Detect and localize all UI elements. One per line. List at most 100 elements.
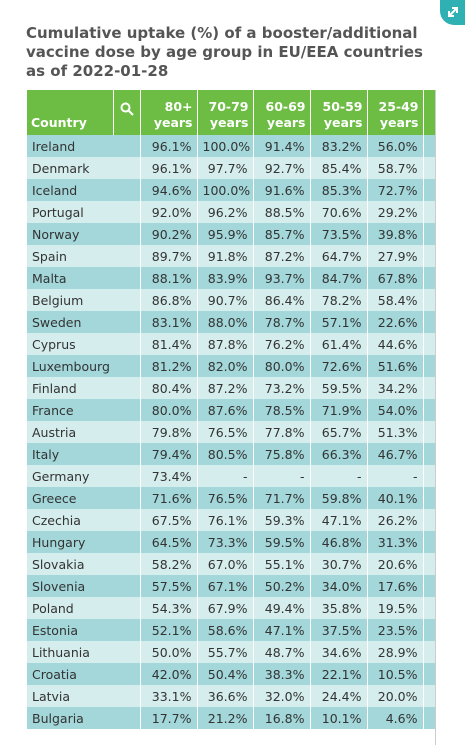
country-cell: Luxembourg [27,355,141,377]
value-cell: 56.0% [367,135,424,157]
country-cell: Slovenia [27,575,141,597]
value-cell: 57.1% [310,311,368,333]
value-cell: 78.5% [253,399,311,421]
table: Country 80+ years 70-79 years 60-69 years 50… [27,90,435,729]
table-row: Hungary 64.5% 73.3% 59.5% 46.8% 31.3% [27,531,435,553]
value-cell: 71.6% [140,487,198,509]
value-cell: 64.5% [140,531,198,553]
table-row: Norway 90.2% 95.9% 85.7% 73.5% 39.8% [27,223,435,245]
cell [423,619,435,641]
value-cell: 78.7% [253,311,311,333]
value-cell: 36.6% [197,685,254,707]
cell [423,201,435,223]
country-cell: Norway [27,223,141,245]
table-row: Czechia 67.5% 76.1% 59.3% 47.1% 26.2% [27,509,435,531]
table-row: Greece 71.6% 76.5% 71.7% 59.8% 40.1% [27,487,435,509]
table-row: Slovenia 57.5% 67.1% 50.2% 34.0% 17.6% [27,575,435,597]
value-cell: 50.4% [197,663,254,685]
value-cell: 76.5% [197,487,254,509]
column-header[interactable]: Country [27,90,114,135]
value-cell: 17.7% [140,707,198,729]
value-cell: 49.4% [253,597,311,619]
column-header[interactable]: 50-59 years [310,90,368,135]
table-row: Finland 80.4% 87.2% 73.2% 59.5% 34.2% [27,377,435,399]
value-cell: 78.2% [310,289,368,311]
value-cell: 88.5% [253,201,311,223]
value-cell: 47.1% [310,509,368,531]
value-cell: 91.6% [253,179,311,201]
value-cell: 94.6% [140,179,198,201]
value-cell: 21.2% [197,707,254,729]
value-cell: 58.6% [197,619,254,641]
country-cell: Bulgaria [27,707,141,729]
value-cell: 76.1% [197,509,254,531]
value-cell: 85.3% [310,179,368,201]
cell [423,399,435,421]
value-cell: 55.1% [253,553,311,575]
value-cell: 26.2% [367,509,424,531]
value-cell: 73.2% [253,377,311,399]
value-cell: 79.4% [140,443,198,465]
country-cell: Sweden [27,311,141,333]
value-cell: - [197,465,254,487]
table-row: Poland 54.3% 67.9% 49.4% 35.8% 19.5% [27,597,435,619]
column-header[interactable]: 25-49 years [367,90,424,135]
value-cell: 96.1% [140,157,198,179]
table-row: Malta 88.1% 83.9% 93.7% 84.7% 67.8% [27,267,435,289]
cell [423,245,435,267]
country-cell: Ireland [27,135,141,157]
country-cell: Lithuania [27,641,141,663]
value-cell: 67.9% [197,597,254,619]
country-cell: Iceland [27,179,141,201]
column-header[interactable]: 80+ years [140,90,198,135]
country-cell: Belgium [27,289,141,311]
value-cell: 91.4% [253,135,311,157]
value-cell: 22.1% [310,663,368,685]
value-cell: 90.2% [140,223,198,245]
country-cell: Estonia [27,619,141,641]
value-cell: 76.5% [197,421,254,443]
table-row: Portugal 92.0% 96.2% 88.5% 70.6% 29.2% [27,201,435,223]
country-cell: Slovakia [27,553,141,575]
value-cell: 20.6% [367,553,424,575]
value-cell: 72.7% [367,179,424,201]
value-cell: 80.5% [197,443,254,465]
value-cell: 61.4% [310,333,368,355]
table-row: France 80.0% 87.6% 78.5% 71.9% 54.0% [27,399,435,421]
column-header[interactable]: 70-79 years [197,90,254,135]
table-row: Italy 79.4% 80.5% 75.8% 66.3% 46.7% [27,443,435,465]
cell [423,377,435,399]
search-icon[interactable] [120,102,134,116]
value-cell: 80.0% [140,399,198,421]
cell [423,135,435,157]
value-cell: 67.8% [367,267,424,289]
cell [423,487,435,509]
country-cell: France [27,399,141,421]
value-cell: 54.0% [367,399,424,421]
value-cell: 88.1% [140,267,198,289]
value-cell: 81.2% [140,355,198,377]
value-cell: 34.2% [367,377,424,399]
country-cell: Greece [27,487,141,509]
value-cell: 52.1% [140,619,198,641]
table-row: Spain 89.7% 91.8% 87.2% 64.7% 27.9% [27,245,435,267]
value-cell: - [310,465,368,487]
expand-button[interactable] [440,0,465,25]
value-cell: 51.6% [367,355,424,377]
value-cell: 39.8% [367,223,424,245]
country-cell: Italy [27,443,141,465]
title: Cumulative uptake (%) of a booster/addit… [26,24,423,80]
value-cell: 83.2% [310,135,368,157]
cell [423,179,435,201]
table-body: Ireland 96.1% 100.0% 91.4% 83.2% 56.0% Denmark… [27,135,435,729]
value-cell: 73.5% [310,223,368,245]
cell [423,421,435,443]
table-row: Luxembourg 81.2% 82.0% 80.0% 72.6% 51.6% [27,355,435,377]
country-cell: Denmark [27,157,141,179]
column-header[interactable]: 60-69 years [253,90,311,135]
value-cell: 30.7% [310,553,368,575]
value-cell: 34.0% [310,575,368,597]
value-cell: 34.6% [310,641,368,663]
table-row: Slovakia 58.2% 67.0% 55.1% 30.7% 20.6% [27,553,435,575]
value-cell: 46.7% [367,443,424,465]
